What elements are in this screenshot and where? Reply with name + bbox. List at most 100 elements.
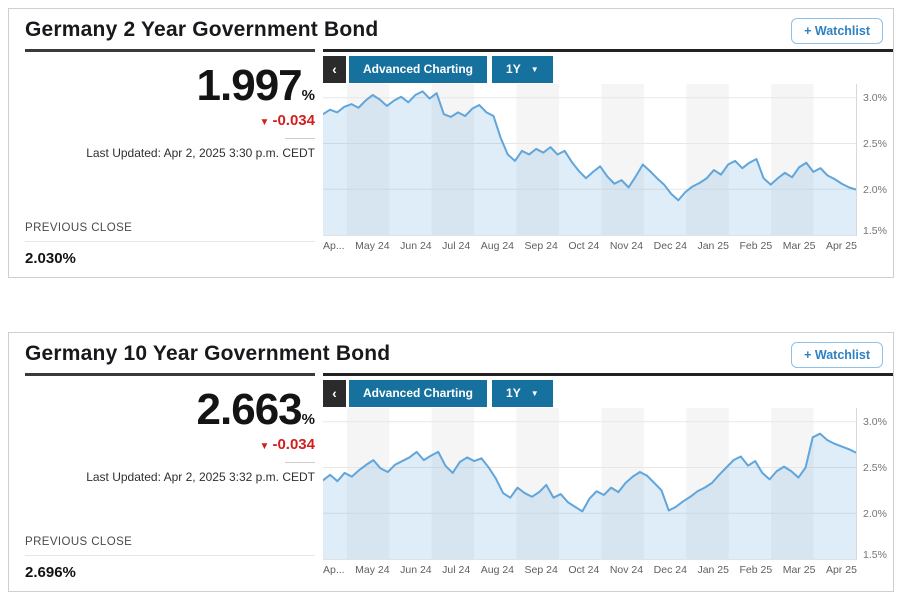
change-value: -0.034 bbox=[272, 112, 315, 129]
chart-canvas bbox=[323, 84, 856, 235]
quote-panel: 1.997% ▼ -0.034 Last Updated: Apr 2, 2025… bbox=[25, 49, 315, 277]
month-band bbox=[516, 408, 560, 559]
y-axis: 3.0% 2.5% 2.0% 1.5% bbox=[857, 408, 893, 562]
card-header: Germany 10 Year Government Bond + Watchl… bbox=[9, 333, 893, 373]
plot-row: 3.0% 2.5% 2.0% 1.5% bbox=[323, 84, 893, 238]
quote-card-germany-2-year: Germany 2 Year Government Bond + Watchli… bbox=[8, 8, 894, 278]
percent-sign: % bbox=[301, 411, 315, 428]
x-axis-label: Aug 24 bbox=[480, 240, 515, 252]
advanced-charting-button[interactable]: Advanced Charting bbox=[349, 55, 488, 83]
y-axis-label: 1.5% bbox=[863, 549, 887, 562]
current-yield-value: 1.997 bbox=[196, 61, 303, 110]
x-axis-label: Feb 25 bbox=[739, 240, 773, 252]
time-range-dropdown[interactable]: 1Y ▼ bbox=[492, 55, 553, 83]
y-axis-label: 2.0% bbox=[863, 183, 887, 196]
x-axis-label: Jul 24 bbox=[442, 564, 471, 576]
x-axis-label: May 24 bbox=[355, 240, 390, 252]
chart-line bbox=[323, 90, 856, 202]
down-arrow-icon: ▼ bbox=[259, 441, 270, 452]
x-axis-label: Nov 24 bbox=[609, 564, 644, 576]
x-axis-label: Ap... bbox=[323, 564, 345, 576]
month-band bbox=[686, 84, 729, 235]
time-range-value: 1Y bbox=[506, 386, 521, 400]
month-band bbox=[771, 84, 814, 235]
x-axis-label: Oct 24 bbox=[568, 564, 600, 576]
price-chart[interactable] bbox=[323, 408, 857, 560]
add-to-watchlist-button[interactable]: + Watchlist bbox=[791, 342, 883, 368]
change-row: ▼ -0.034 bbox=[25, 436, 315, 453]
price-chart[interactable] bbox=[323, 84, 857, 236]
month-band bbox=[601, 84, 644, 235]
page-title: Germany 2 Year Government Bond bbox=[25, 18, 379, 41]
month-band bbox=[431, 408, 475, 559]
x-axis-label: Oct 24 bbox=[568, 240, 600, 252]
chart-area bbox=[323, 433, 856, 559]
page-title: Germany 10 Year Government Bond bbox=[25, 342, 391, 365]
last-updated-text: Last Updated: Apr 2, 2025 3:32 p.m. CEDT bbox=[86, 470, 315, 484]
month-band bbox=[346, 84, 390, 235]
month-band bbox=[431, 84, 475, 235]
divider bbox=[25, 241, 315, 242]
chart-widget: ‹ Advanced Charting 1Y ▼ 3.0% 2.5% 2.0% 1.5… bbox=[323, 49, 893, 277]
plot-row: 3.0% 2.5% 2.0% 1.5% bbox=[323, 408, 893, 562]
x-axis-label: Nov 24 bbox=[609, 240, 644, 252]
divider bbox=[25, 555, 315, 556]
current-yield-value: 2.663 bbox=[196, 385, 303, 434]
card-body: 1.997% ▼ -0.034 Last Updated: Apr 2, 2025… bbox=[9, 49, 893, 277]
x-axis-label: Jun 24 bbox=[400, 240, 432, 252]
x-axis-label: Jan 25 bbox=[697, 240, 729, 252]
chart-canvas bbox=[323, 408, 856, 559]
x-axis-label: Apr 25 bbox=[825, 564, 857, 576]
month-band bbox=[771, 408, 814, 559]
previous-close-label: PREVIOUS CLOSE bbox=[25, 222, 133, 234]
x-axis: Ap... May 24 Jun 24 Jul 24 Aug 24 Sep 24 Oct 2… bbox=[323, 236, 893, 252]
x-axis-label: Mar 25 bbox=[782, 240, 816, 252]
collapse-toolbar-button[interactable]: ‹ bbox=[323, 379, 346, 407]
change-value: -0.034 bbox=[272, 436, 315, 453]
month-band bbox=[686, 408, 729, 559]
month-band bbox=[346, 408, 390, 559]
x-axis-label: Apr 25 bbox=[825, 240, 857, 252]
percent-sign: % bbox=[301, 87, 315, 104]
divider bbox=[285, 462, 315, 463]
change-row: ▼ -0.034 bbox=[25, 112, 315, 129]
previous-close-value: 2.696% bbox=[25, 564, 76, 581]
add-to-watchlist-button[interactable]: + Watchlist bbox=[791, 18, 883, 44]
y-axis-label: 3.0% bbox=[863, 91, 887, 104]
previous-close-section: PREVIOUS CLOSE 2.696% bbox=[25, 536, 315, 591]
advanced-charting-button[interactable]: Advanced Charting bbox=[349, 379, 488, 407]
card-header: Germany 2 Year Government Bond + Watchli… bbox=[9, 9, 893, 49]
x-axis: Ap... May 24 Jun 24 Jul 24 Aug 24 Sep 24 Oct 2… bbox=[323, 560, 893, 576]
last-updated-text: Last Updated: Apr 2, 2025 3:30 p.m. CEDT bbox=[86, 146, 315, 160]
y-axis-label: 2.0% bbox=[863, 507, 887, 520]
quote-panel: 2.663% ▼ -0.034 Last Updated: Apr 2, 2025… bbox=[25, 373, 315, 591]
month-band bbox=[601, 408, 644, 559]
previous-close-value: 2.030% bbox=[25, 250, 76, 267]
y-axis-label: 1.5% bbox=[863, 225, 887, 238]
price-row: 1.997% bbox=[25, 64, 315, 108]
x-axis-label: Aug 24 bbox=[480, 564, 515, 576]
chevron-down-icon: ▼ bbox=[530, 64, 539, 74]
chevron-down-icon: ▼ bbox=[530, 388, 539, 398]
previous-close-section: PREVIOUS CLOSE 2.030% bbox=[25, 222, 315, 277]
y-axis-label: 3.0% bbox=[863, 415, 887, 428]
x-axis-label: Ap... bbox=[323, 240, 345, 252]
y-axis-label: 2.5% bbox=[863, 461, 887, 474]
x-axis-label: Jul 24 bbox=[442, 240, 471, 252]
x-axis-label: Mar 25 bbox=[782, 564, 816, 576]
chart-toolbar: ‹ Advanced Charting 1Y ▼ bbox=[323, 54, 893, 84]
x-axis-label: Dec 24 bbox=[653, 240, 687, 252]
time-range-dropdown[interactable]: 1Y ▼ bbox=[492, 379, 553, 407]
y-axis-label: 2.5% bbox=[863, 137, 887, 150]
y-axis: 3.0% 2.5% 2.0% 1.5% bbox=[857, 84, 893, 238]
chart-line bbox=[323, 432, 856, 513]
collapse-toolbar-button[interactable]: ‹ bbox=[323, 55, 346, 83]
divider bbox=[285, 138, 315, 139]
previous-close-label: PREVIOUS CLOSE bbox=[25, 536, 133, 548]
chart-toolbar: ‹ Advanced Charting 1Y ▼ bbox=[323, 378, 893, 408]
x-axis-label: Sep 24 bbox=[524, 564, 558, 576]
x-axis-label: Jan 25 bbox=[697, 564, 729, 576]
x-axis-label: Dec 24 bbox=[653, 564, 687, 576]
x-axis-label: Sep 24 bbox=[524, 240, 558, 252]
month-band bbox=[516, 84, 560, 235]
